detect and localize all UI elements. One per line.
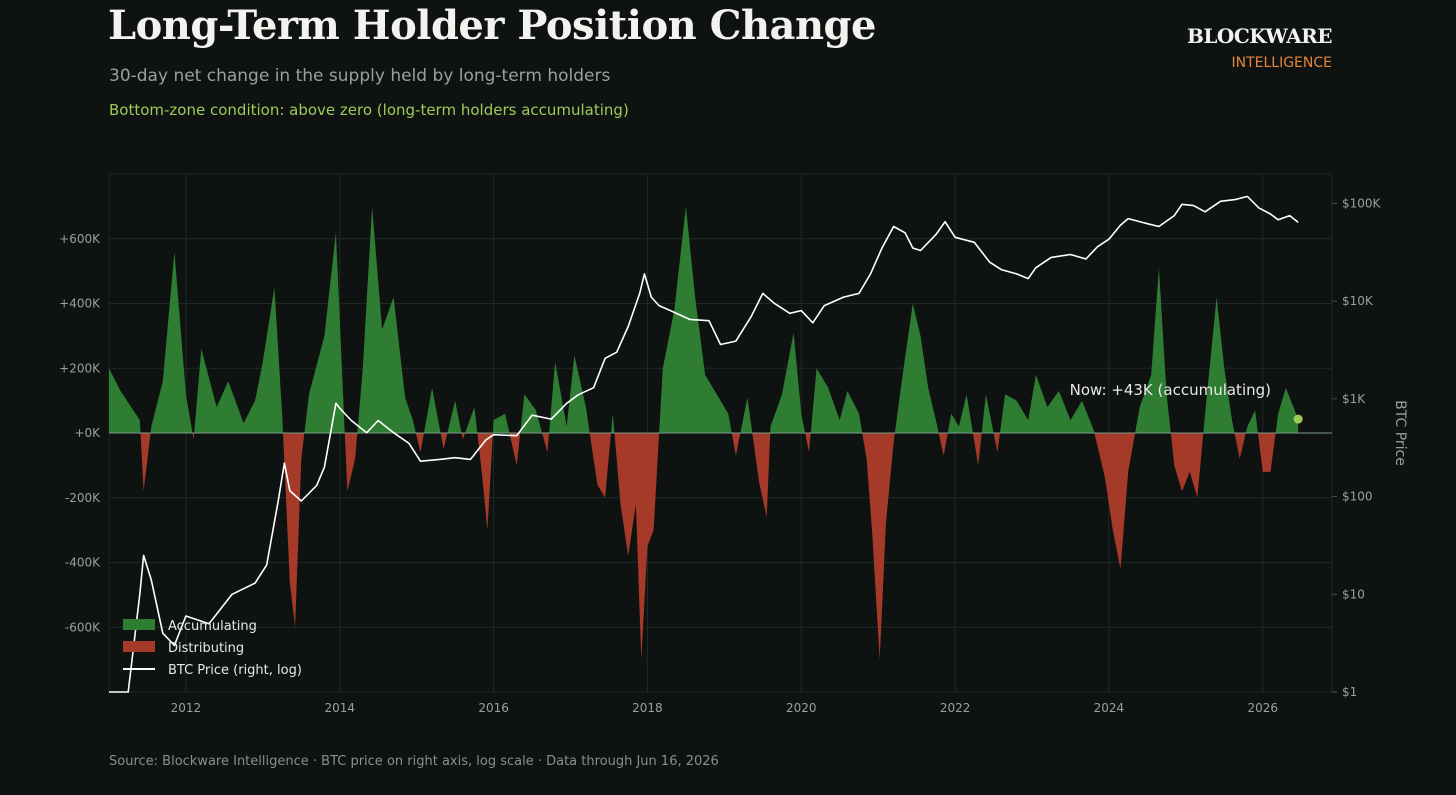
y-right-axis-title: BTC Price <box>1392 400 1408 466</box>
legend-swatch <box>123 641 155 652</box>
legend-swatch <box>123 619 155 630</box>
x-tick-label: 2012 <box>171 701 202 715</box>
chart-subtitle: 30-day net change in the supply held by … <box>109 66 611 86</box>
y-right-tick-label: $100 <box>1342 490 1373 504</box>
now-marker <box>1293 414 1303 424</box>
accumulating-area <box>109 206 1299 433</box>
source-footer: Source: Blockware Intelligence · BTC pri… <box>109 754 719 769</box>
now-annotation: Now: +43K (accumulating) <box>1070 381 1271 399</box>
y-right-tick-label: $10K <box>1342 294 1374 308</box>
y-right-tick-label: $1 <box>1342 685 1357 699</box>
brand-logo: BLOCKWARE <box>1186 24 1333 48</box>
x-tick-label: 2018 <box>632 701 663 715</box>
x-tick-label: 2016 <box>478 701 509 715</box>
y-left-tick-label: -200K <box>65 491 101 505</box>
y-left-tick-label: +200K <box>59 361 101 375</box>
y-left-tick-label: +0K <box>74 426 101 440</box>
y-left-tick-label: -600K <box>65 620 101 634</box>
y-left-tick-label: +400K <box>59 297 101 311</box>
x-tick-label: 2026 <box>1248 701 1279 715</box>
x-tick-label: 2022 <box>940 701 971 715</box>
btc-price-line <box>109 195 1299 693</box>
distributing-area <box>109 433 1299 660</box>
bottom-zone-condition: Bottom-zone condition: above zero (long-… <box>109 101 629 119</box>
y-right-tick-label: $100K <box>1342 196 1382 210</box>
y-left-tick-label: -400K <box>65 556 101 570</box>
brand-subtitle: INTELLIGENCE <box>1231 55 1332 71</box>
x-tick-label: 2014 <box>324 701 355 715</box>
x-tick-label: 2024 <box>1094 701 1125 715</box>
legend-label: BTC Price (right, log) <box>168 663 302 678</box>
legend-label: Accumulating <box>168 619 257 634</box>
y-left-tick-label: +600K <box>59 232 101 246</box>
y-right-tick-label: $10 <box>1342 587 1365 601</box>
legend-label: Distributing <box>168 641 244 656</box>
chart-title: Long-Term Holder Position Change <box>108 2 876 49</box>
y-right-tick-label: $1K <box>1342 392 1366 406</box>
x-tick-label: 2020 <box>786 701 817 715</box>
